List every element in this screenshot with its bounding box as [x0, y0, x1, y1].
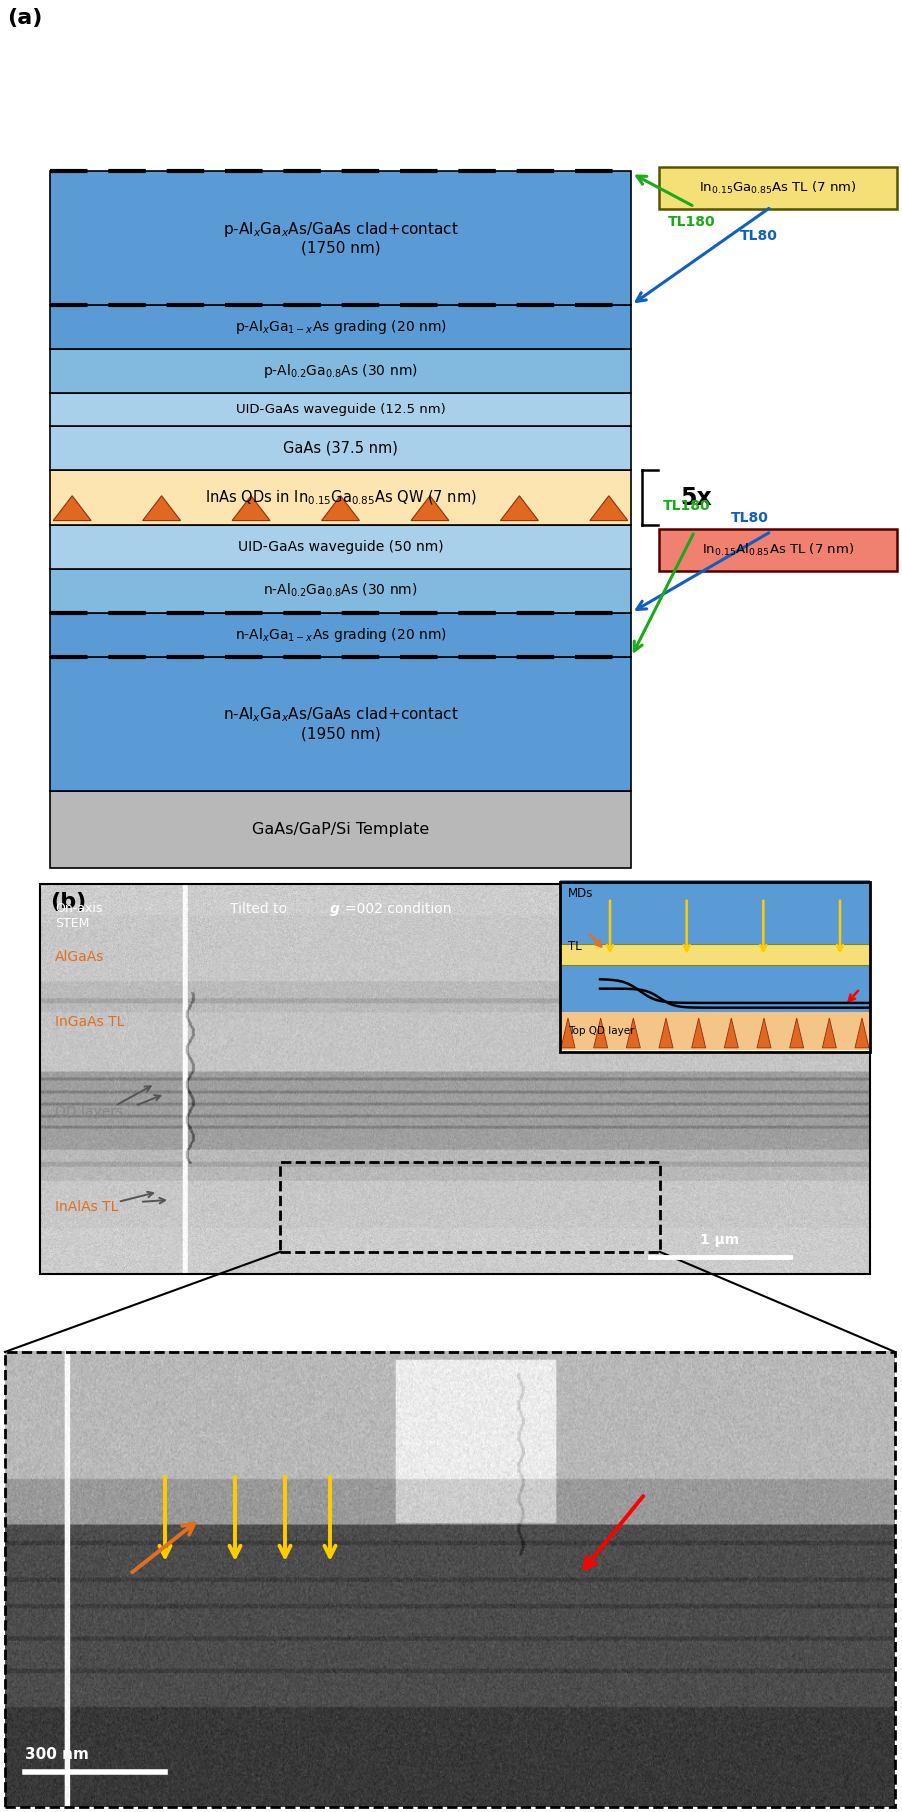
Polygon shape [823, 1018, 836, 1047]
Bar [50, 393, 631, 426]
Text: In$_{0.15}$Al$_{0.85}$As TL (7 nm): In$_{0.15}$Al$_{0.85}$As TL (7 nm) [702, 542, 854, 558]
Text: (a): (a) [7, 7, 42, 27]
Text: InAs QDs in In$_{0.15}$Ga$_{0.85}$As QW (7 nm): InAs QDs in In$_{0.15}$Ga$_{0.85}$As QW … [205, 489, 476, 507]
Text: MDs: MDs [568, 886, 594, 901]
Text: InGaAs TL: InGaAs TL [55, 1015, 124, 1029]
Polygon shape [659, 1018, 673, 1047]
Polygon shape [855, 1018, 869, 1047]
Polygon shape [143, 496, 180, 520]
Bar [50, 426, 631, 471]
Text: On-axis
STEM: On-axis STEM [55, 902, 102, 930]
Bar [50, 790, 631, 868]
Text: QD layers: QD layers [55, 1105, 124, 1118]
Text: GaAs (37.5 nm): GaAs (37.5 nm) [283, 440, 398, 457]
Text: TL180: TL180 [667, 216, 715, 230]
Text: n-Al$_x$Ga$_{1-x}$As grading (20 nm): n-Al$_x$Ga$_{1-x}$As grading (20 nm) [235, 625, 446, 643]
Text: p-Al$_{0.2}$Ga$_{0.8}$As (30 nm): p-Al$_{0.2}$Ga$_{0.8}$As (30 nm) [263, 362, 418, 381]
Polygon shape [692, 1018, 705, 1047]
Text: n-Al$_{0.2}$Ga$_{0.8}$As (30 nm): n-Al$_{0.2}$Ga$_{0.8}$As (30 nm) [263, 582, 418, 600]
Polygon shape [53, 496, 91, 520]
Text: TL80: TL80 [740, 230, 778, 243]
Text: TL: TL [568, 940, 582, 953]
Polygon shape [232, 496, 270, 520]
Polygon shape [757, 1018, 771, 1047]
Text: 1 µm: 1 µm [701, 1232, 740, 1247]
Bar [560, 1013, 870, 1049]
Polygon shape [501, 496, 538, 520]
Text: InAlAs TL: InAlAs TL [55, 1200, 118, 1214]
Text: TL180: TL180 [663, 498, 711, 513]
Text: Top QD layer: Top QD layer [568, 1026, 634, 1036]
Bar [560, 881, 870, 944]
Text: AlGaAs: AlGaAs [55, 949, 105, 964]
Bar [50, 656, 631, 790]
FancyBboxPatch shape [659, 167, 897, 208]
Text: GaAs/GaP/Si Template: GaAs/GaP/Si Template [252, 823, 429, 837]
Polygon shape [590, 496, 628, 520]
Text: =002 condition: =002 condition [345, 902, 452, 915]
Text: 300 nm: 300 nm [25, 1747, 89, 1761]
Bar [50, 304, 631, 350]
Text: g: g [330, 902, 340, 915]
Polygon shape [626, 1018, 640, 1047]
Text: In$_{0.15}$Ga$_{0.85}$As TL (7 nm): In$_{0.15}$Ga$_{0.85}$As TL (7 nm) [699, 179, 857, 196]
Text: UID-GaAs waveguide (50 nm): UID-GaAs waveguide (50 nm) [238, 540, 443, 554]
Bar [40, 884, 870, 1274]
Bar [50, 170, 631, 304]
Bar [50, 471, 631, 525]
Bar [560, 882, 870, 1051]
Text: n-Al$_x$Ga$_x$As/GaAs clad+contact
(1950 nm): n-Al$_x$Ga$_x$As/GaAs clad+contact (1950… [223, 705, 458, 741]
Text: p-Al$_x$Ga$_{1-x}$As grading (20 nm): p-Al$_x$Ga$_{1-x}$As grading (20 nm) [235, 317, 446, 335]
Bar [50, 612, 631, 656]
Polygon shape [594, 1018, 608, 1047]
Text: p-Al$_x$Ga$_x$As/GaAs clad+contact
(1750 nm): p-Al$_x$Ga$_x$As/GaAs clad+contact (1750… [223, 219, 458, 255]
Polygon shape [322, 496, 360, 520]
Text: UID-GaAs waveguide (12.5 nm): UID-GaAs waveguide (12.5 nm) [235, 404, 446, 417]
Bar [560, 964, 870, 1013]
Bar [50, 525, 631, 569]
Text: (b): (b) [50, 892, 87, 911]
Polygon shape [724, 1018, 739, 1047]
Bar [50, 569, 631, 612]
Bar [5, 1352, 895, 1807]
Bar [560, 944, 870, 964]
Text: TL80: TL80 [731, 511, 769, 525]
Polygon shape [789, 1018, 804, 1047]
Text: 5x: 5x [680, 486, 712, 509]
FancyBboxPatch shape [659, 529, 897, 571]
Text: Tilted to: Tilted to [230, 902, 291, 915]
Polygon shape [411, 496, 449, 520]
Bar [560, 882, 870, 1051]
Bar [50, 350, 631, 393]
Bar [280, 1161, 660, 1252]
Polygon shape [561, 1018, 575, 1047]
